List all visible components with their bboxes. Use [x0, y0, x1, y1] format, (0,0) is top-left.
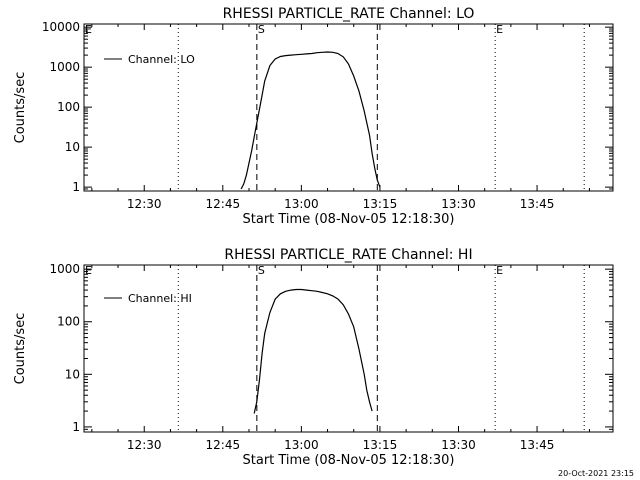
x-tick-label: 12:30	[127, 197, 162, 211]
y-tick-label: 100	[57, 315, 80, 329]
x-tick-label: 13:15	[363, 438, 398, 452]
x-tick-label: 13:00	[284, 438, 319, 452]
y-tick-label: 10	[65, 367, 80, 381]
x-tick-label: 12:45	[206, 197, 241, 211]
y-tick-label: 10000	[42, 20, 80, 34]
x-tick-label: 12:30	[127, 438, 162, 452]
marker-label: E	[85, 264, 92, 277]
marker-label: E	[496, 264, 503, 277]
plot-frame	[83, 23, 614, 192]
plot-frame	[83, 264, 614, 433]
x-tick-label: 13:15	[363, 197, 398, 211]
y-axis-label: Counts/sec	[13, 72, 28, 144]
series-line	[253, 288, 373, 414]
y-tick-label: 10	[65, 140, 80, 154]
x-tick-label: 13:00	[284, 197, 319, 211]
x-tick-label: 12:45	[206, 438, 241, 452]
x-tick-label: 13:45	[520, 197, 555, 211]
marker-label: E	[496, 23, 503, 36]
marker-label: E	[85, 23, 92, 36]
y-tick-label: 1	[72, 420, 80, 434]
legend-entry: Channel: LO	[128, 53, 195, 66]
chart-title: RHESSI PARTICLE_RATE Channel: HI	[224, 247, 472, 263]
x-axis-label: Start Time (08-Nov-05 12:18:30)	[243, 212, 455, 227]
x-axis-label: Start Time (08-Nov-05 12:18:30)	[243, 453, 455, 468]
x-tick-label: 13:45	[520, 438, 555, 452]
x-tick-label: 13:30	[441, 197, 476, 211]
y-tick-label: 1	[72, 180, 80, 194]
marker-label: S	[258, 264, 265, 277]
x-tick-label: 13:30	[441, 438, 476, 452]
legend-entry: Channel: HI	[128, 292, 192, 305]
y-tick-label: 100	[57, 100, 80, 114]
series-line	[240, 51, 381, 190]
chart-title: RHESSI PARTICLE_RATE Channel: LO	[223, 6, 475, 22]
y-tick-label: 1000	[49, 262, 80, 276]
timestamp: 20-Oct-2021 23:15	[558, 469, 634, 478]
y-tick-label: 1000	[49, 60, 80, 74]
y-axis-label: Counts/sec	[13, 313, 28, 385]
marker-label: S	[258, 23, 265, 36]
